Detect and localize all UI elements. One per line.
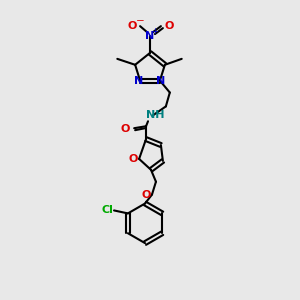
Text: O: O: [164, 21, 173, 31]
Text: NH: NH: [146, 110, 164, 120]
Text: Cl: Cl: [101, 206, 113, 215]
Text: N: N: [134, 76, 144, 85]
Text: O: O: [128, 21, 137, 31]
Text: −: −: [136, 16, 145, 26]
Text: N: N: [146, 31, 154, 41]
Text: +: +: [152, 27, 158, 36]
Text: O: O: [128, 154, 138, 164]
Text: O: O: [141, 190, 151, 200]
Text: O: O: [121, 124, 130, 134]
Text: N: N: [156, 76, 166, 85]
